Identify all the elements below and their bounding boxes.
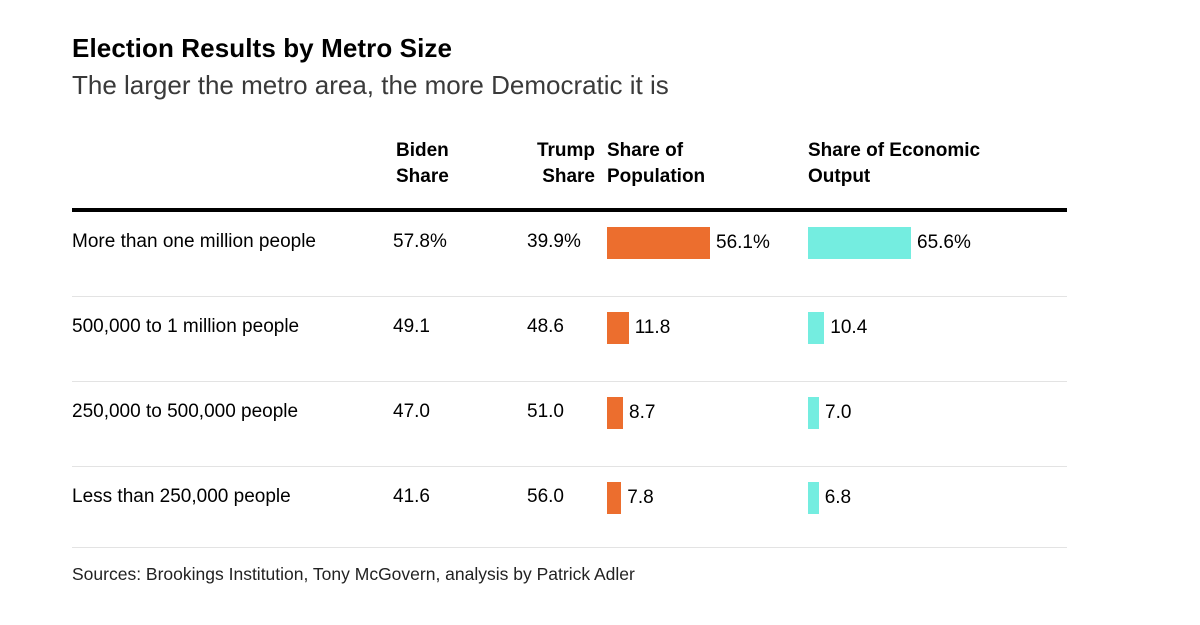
population-share-value: 8.7: [629, 402, 656, 423]
population-share-bar-group: 11.8: [607, 312, 670, 344]
chart-title: Election Results by Metro Size: [72, 33, 453, 63]
economic-output-bar: [808, 397, 819, 429]
population-share-bar-group: 7.8: [607, 482, 654, 514]
table-row: More than one million people 57.8% 39.9%…: [72, 212, 1067, 297]
row-label: More than one million people: [72, 231, 316, 252]
population-share-bar: [607, 397, 623, 429]
table-row: 250,000 to 500,000 people 47.0 51.0 8.7 …: [72, 382, 1067, 467]
economic-output-value: 65.6%: [917, 232, 971, 253]
row-label: 500,000 to 1 million people: [72, 316, 300, 337]
column-header-share-of-economic-output: Share of Economic Output: [808, 140, 981, 187]
column-header-share-of-population: Share of Population: [607, 140, 706, 187]
economic-output-bar-group: 65.6%: [808, 227, 971, 259]
economic-output-bar-group: 6.8: [808, 482, 851, 514]
trump-share-value: 39.9%: [527, 231, 581, 252]
biden-share-value: 41.6: [393, 486, 430, 507]
biden-share-value: 47.0: [393, 401, 430, 422]
population-share-value: 11.8: [634, 317, 671, 338]
row-label: Less than 250,000 people: [72, 486, 291, 507]
population-share-value: 7.8: [627, 487, 654, 508]
row-label: 250,000 to 500,000 people: [72, 401, 299, 422]
economic-output-bar: [808, 482, 819, 514]
population-share-bar-group: 8.7: [607, 397, 655, 429]
table-row: Less than 250,000 people 41.6 56.0 7.8 6…: [72, 467, 1067, 548]
economic-output-bar: [808, 312, 825, 344]
trump-share-value: 48.6: [527, 316, 564, 337]
trump-share-value: 56.0: [527, 486, 564, 507]
economic-output-value: 10.4: [830, 317, 868, 338]
economic-output-bar-group: 7.0: [808, 397, 851, 429]
column-header-biden-share: Biden Share: [396, 140, 449, 187]
chart-subtitle: The larger the metro area, the more Demo…: [72, 70, 669, 100]
population-share-bar-group: 56.1%: [607, 227, 770, 259]
biden-share-value: 57.8%: [393, 231, 447, 252]
table-row: 500,000 to 1 million people 49.1 48.6 11…: [72, 297, 1067, 382]
sources-note: Sources: Brookings Institution, Tony McG…: [72, 564, 635, 584]
population-share-bar: [607, 312, 629, 344]
population-share-bar: [607, 227, 710, 259]
biden-share-value: 49.1: [393, 316, 430, 337]
population-share-value: 56.1%: [716, 232, 770, 253]
economic-output-value: 7.0: [825, 402, 852, 423]
economic-output-bar: [808, 227, 911, 259]
header-rule: [72, 208, 1067, 212]
economic-output-bar-group: 10.4: [808, 312, 867, 344]
column-header-trump-share: Trump Share: [536, 140, 595, 187]
economic-output-value: 6.8: [824, 487, 852, 508]
trump-share-value: 51.0: [527, 401, 564, 422]
population-share-bar: [607, 482, 622, 514]
